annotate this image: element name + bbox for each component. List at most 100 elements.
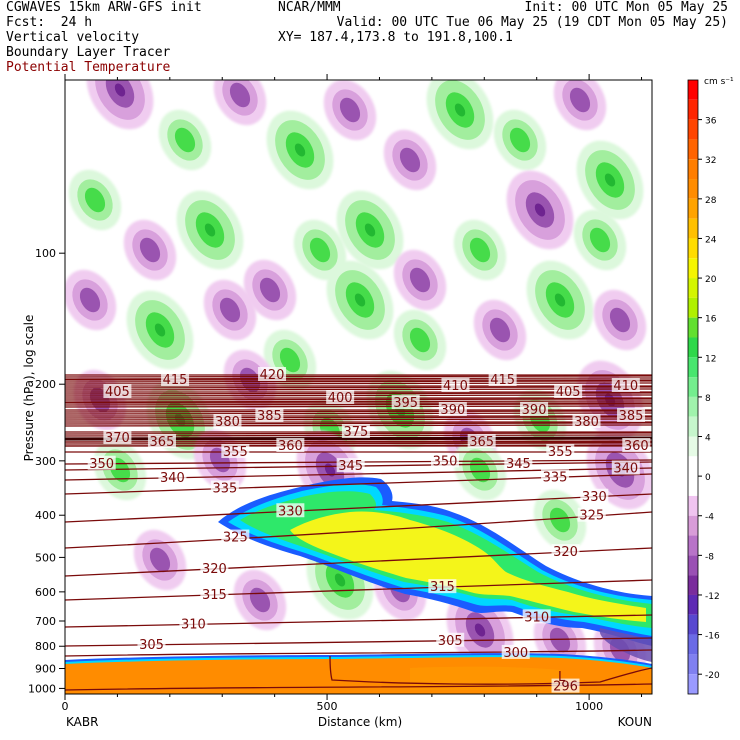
colorbar-label: 28 — [705, 196, 717, 206]
updraft-cell — [533, 489, 587, 551]
theta-label-bg — [137, 636, 166, 651]
theta-label-bg — [546, 444, 575, 458]
theta-label-296: 296 — [553, 680, 578, 695]
theta-300-line — [65, 649, 652, 657]
theta-385-band — [65, 416, 652, 419]
theta-label-405: 405 — [556, 385, 581, 400]
cell-inner — [339, 97, 361, 123]
colorbar-label: 24 — [705, 235, 717, 245]
colorbar-bin — [688, 179, 698, 199]
theta-contour-labels: 296 300 305 305 310 310 315 315 320 320 325 325 330 3… — [87, 367, 651, 695]
cell-inner — [509, 127, 531, 153]
y-axis: 100 200 300 400 500 600 700 800 900 1000 — [28, 247, 65, 695]
theta-label-bg — [158, 469, 187, 484]
colorbar-bin — [688, 99, 698, 120]
updraft-cell — [336, 190, 404, 270]
downdraft-cell — [243, 259, 297, 321]
theta-label-bg — [276, 503, 305, 518]
theta-label-370: 370 — [105, 431, 130, 446]
cell-inner — [549, 507, 571, 533]
downdraft-cell — [86, 80, 154, 130]
theta-label-bg — [504, 455, 533, 470]
theta-label-bg — [391, 395, 420, 409]
model-title: CGWAVES 15km ARW-GFS init — [6, 0, 202, 15]
theta-label-bg — [161, 372, 190, 386]
field-vertical-velocity: Vertical velocity — [6, 30, 140, 45]
theta-325-line — [65, 511, 652, 549]
theta-label-395: 395 — [393, 396, 418, 411]
boundary-layer-tracer — [218, 477, 652, 662]
theta-385-band — [65, 418, 652, 421]
downdraft-cell — [593, 289, 647, 351]
theta-label-345: 345 — [506, 457, 531, 472]
x-tick-label-1000: 1000 — [575, 700, 603, 713]
downdraft-cell — [203, 279, 257, 341]
cell-inner — [399, 147, 421, 173]
theta-label-410: 410 — [613, 379, 638, 394]
colorbar-bin — [688, 515, 698, 536]
y-tick-label-600: 600 — [35, 586, 56, 599]
theta-label-bg — [467, 434, 496, 448]
theta-label-310: 310 — [181, 617, 206, 632]
updraft-cell — [158, 109, 212, 171]
cell-inner — [549, 627, 571, 653]
colorbar-bin — [688, 139, 698, 160]
theta-label-360: 360 — [278, 439, 303, 454]
theta-label-bg — [554, 384, 583, 398]
cell-core — [354, 293, 366, 307]
colorbar-label: 16 — [705, 315, 717, 325]
cell-core — [334, 573, 346, 587]
colorbar-bin — [688, 555, 698, 576]
theta-label-385: 385 — [619, 409, 644, 424]
cell-core — [114, 83, 126, 97]
cell-core — [364, 223, 376, 237]
updraft-cell — [293, 219, 347, 281]
colorbar-bin — [688, 594, 698, 615]
updraft-cell — [576, 140, 644, 220]
theta-label-bg — [611, 460, 640, 475]
y-tick-label-400: 400 — [35, 509, 56, 522]
cell-inner — [259, 277, 281, 303]
cell-inner — [219, 297, 241, 323]
downdraft-cell — [323, 80, 377, 141]
theta-label-400: 400 — [328, 391, 353, 406]
theta-label-305: 305 — [438, 634, 463, 649]
theta-label-310: 310 — [524, 610, 549, 625]
theta-label-bg — [617, 408, 646, 422]
colorbar-label: 20 — [705, 275, 717, 285]
theta-label-bg — [147, 434, 176, 448]
theta-label-bg — [179, 616, 208, 631]
theta-label-330: 330 — [582, 490, 607, 505]
cell-inner — [229, 82, 251, 108]
theta-label-380: 380 — [215, 415, 240, 430]
cell-core — [554, 293, 566, 307]
theta-label-bg — [551, 678, 580, 693]
colorbar-bin — [688, 476, 698, 496]
colorbar-bin — [688, 614, 698, 635]
cell-core — [294, 143, 306, 157]
theta-label-385: 385 — [257, 409, 282, 424]
colorbar-label: -8 — [705, 552, 714, 562]
updraft-cell — [326, 260, 394, 340]
theta-label-405: 405 — [105, 385, 130, 400]
colorbar-label: 8 — [705, 394, 711, 404]
theta-label-bg — [580, 488, 609, 503]
colorbar-bin — [688, 377, 698, 397]
theta-label-330: 330 — [278, 504, 303, 519]
colorbar-bin — [688, 159, 698, 180]
cell-inner — [589, 227, 611, 253]
theta-label-335: 335 — [543, 470, 568, 485]
colorbar-bin — [688, 396, 698, 417]
downdraft-cell — [123, 219, 177, 281]
colorbar-bin — [688, 119, 698, 140]
theta-label-350: 350 — [89, 457, 114, 472]
theta-296-closed — [329, 655, 652, 685]
init-time: Init: 00 UTC Mon 05 May 25 — [524, 0, 729, 15]
colorbar-frame — [687, 79, 699, 695]
cell-core — [604, 173, 616, 187]
theta-380-band — [65, 422, 652, 425]
updraft-cell — [426, 80, 494, 150]
x-tick-label-0: 0 — [62, 700, 69, 713]
colorbar-bin — [688, 416, 698, 437]
